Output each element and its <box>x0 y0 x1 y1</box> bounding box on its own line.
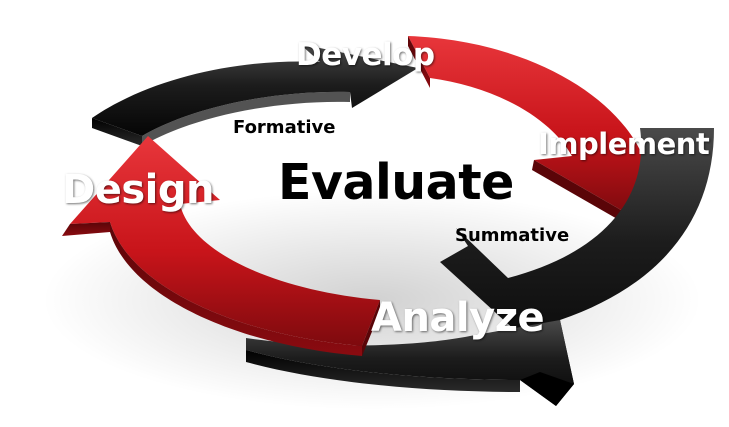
analyze-arrow <box>246 128 714 406</box>
design-label: Design <box>62 167 214 213</box>
summative-label: Summative <box>455 225 570 246</box>
implement-label: Implement <box>538 127 710 161</box>
develop-label: Develop <box>296 37 435 73</box>
implement-arrow <box>408 36 664 224</box>
design-arrow <box>62 136 380 356</box>
formative-label: Formative <box>233 117 336 138</box>
evaluate-label: Evaluate <box>278 154 514 211</box>
develop-arrow <box>92 44 418 146</box>
analyze-label: Analyze <box>371 295 545 341</box>
